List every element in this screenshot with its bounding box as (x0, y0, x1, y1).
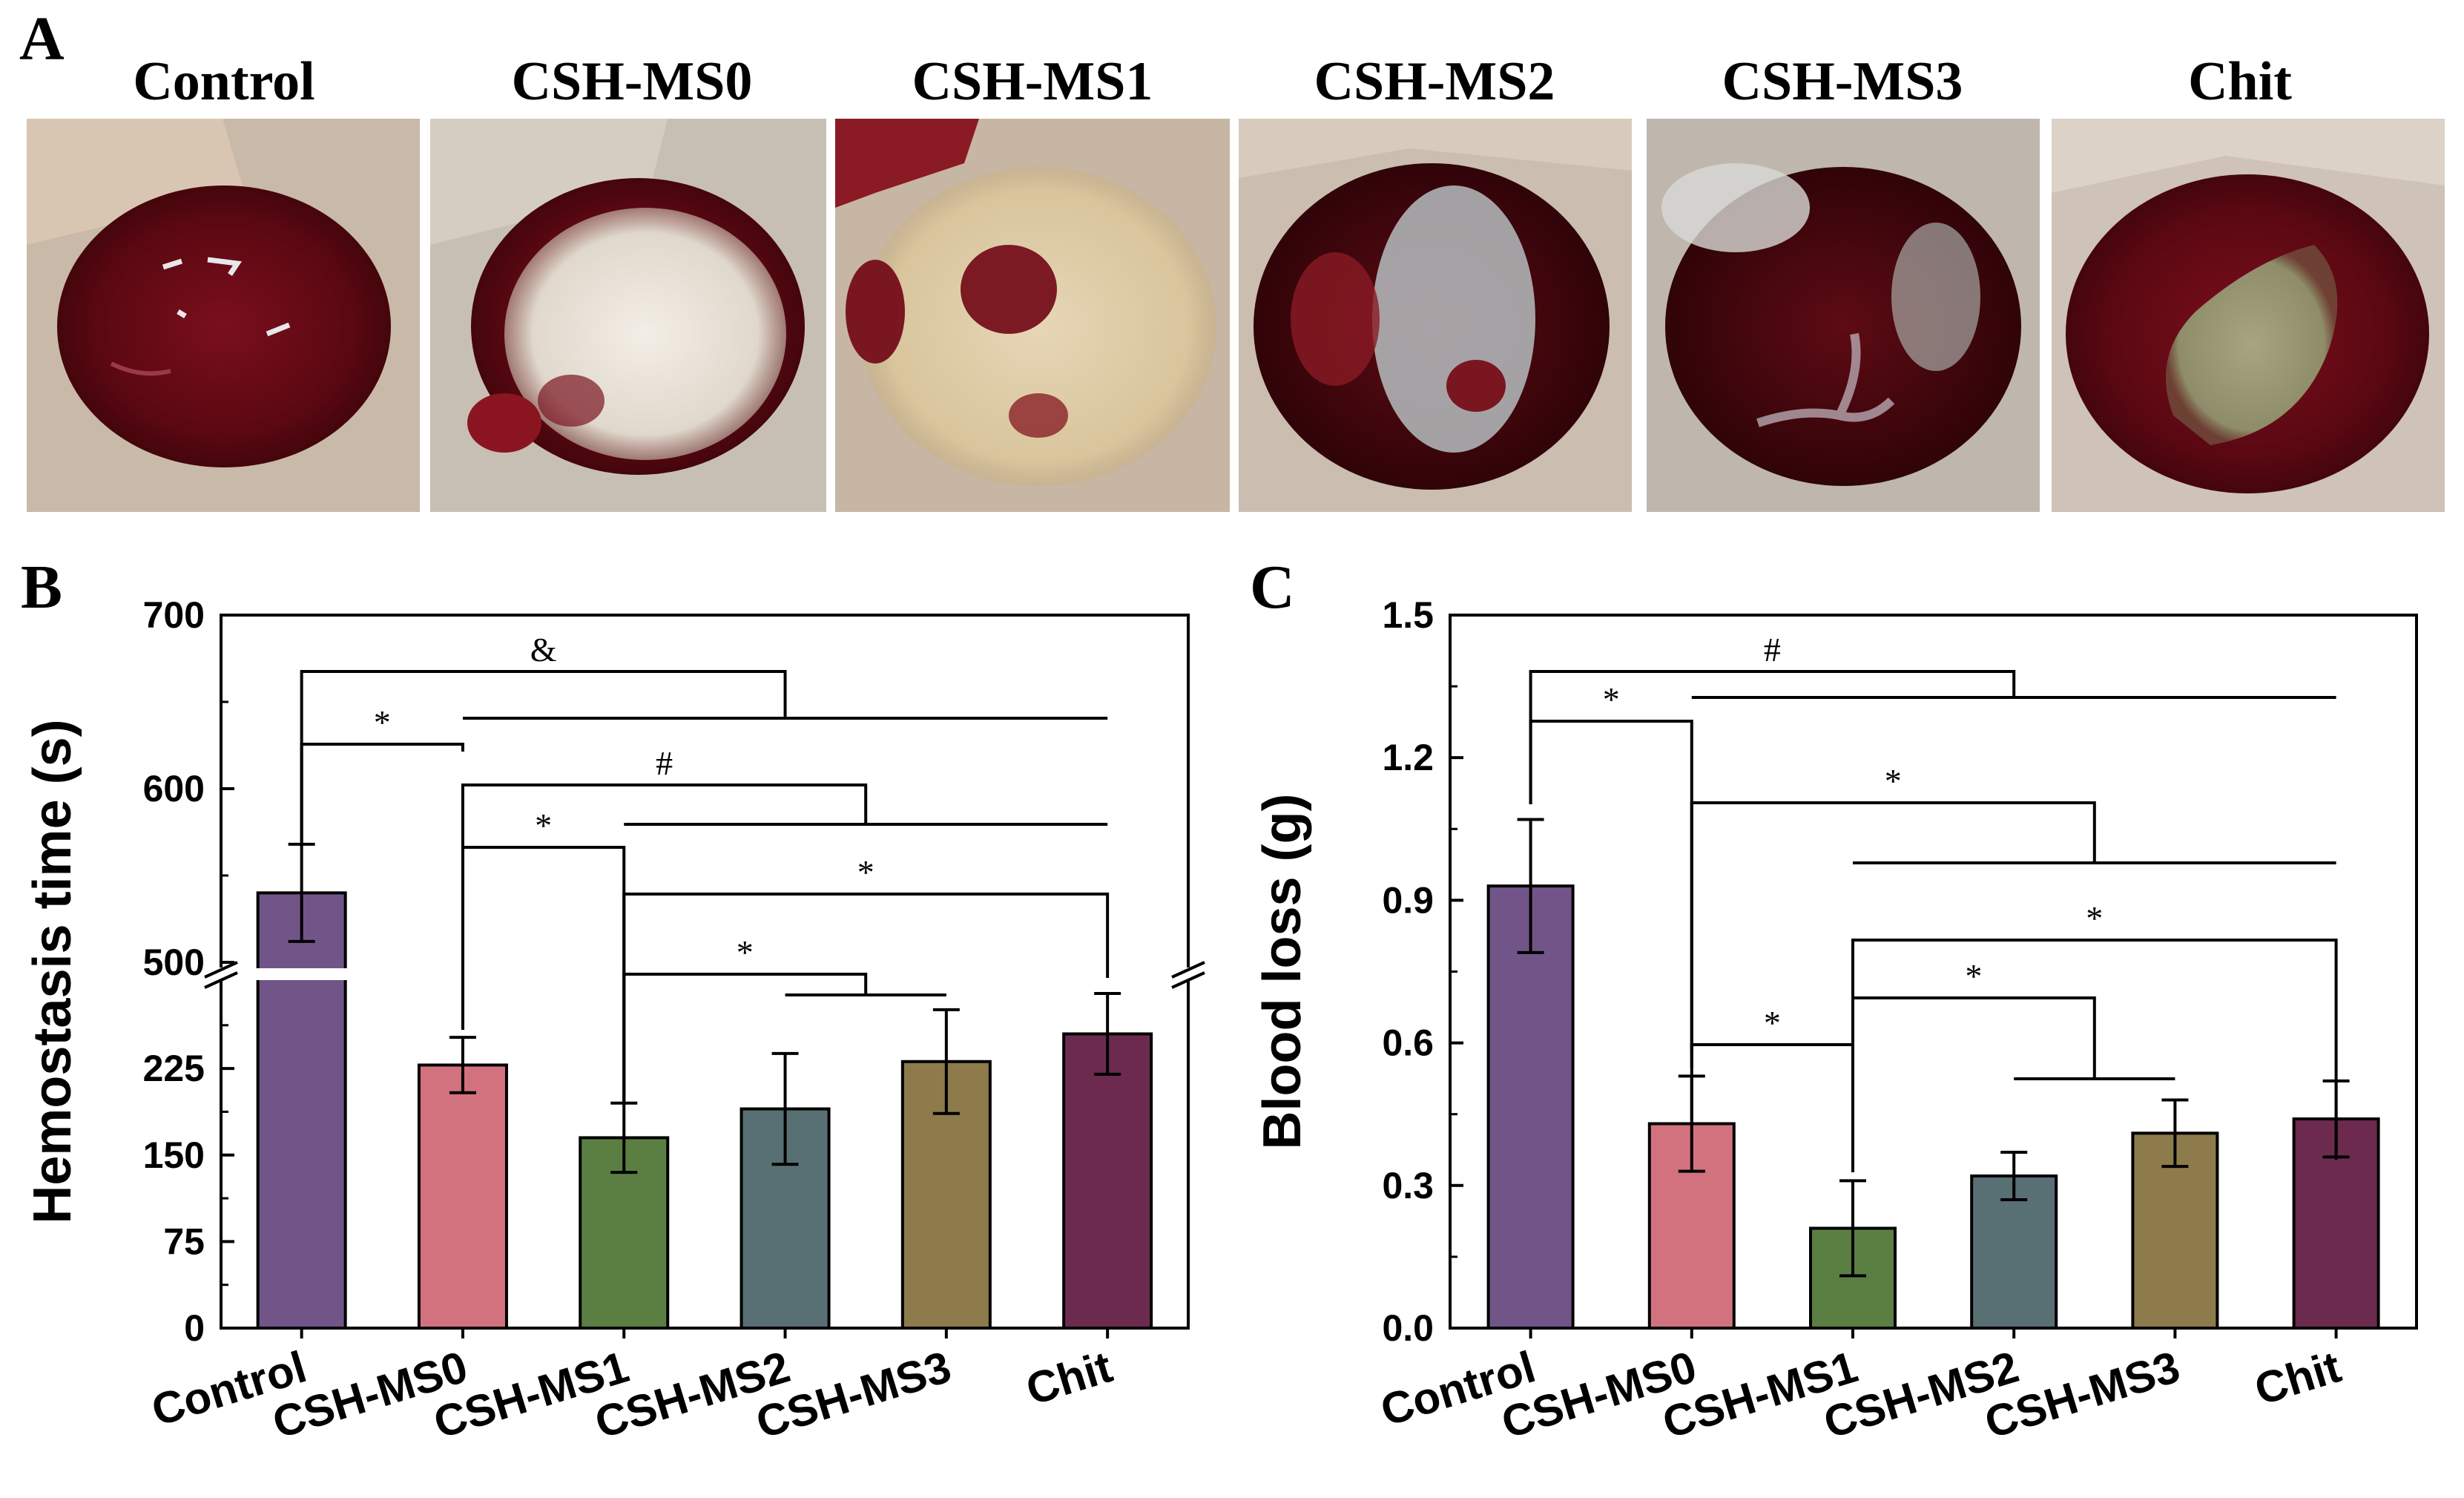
y-axis-title: Hemostasis time (s) (23, 719, 82, 1223)
y-tick-label: 1.2 (1382, 737, 1434, 778)
significance-line (1690, 1043, 1854, 1172)
photo-csh-ms0 (430, 119, 826, 512)
significance-label: * (1885, 762, 1902, 800)
significance-label: * (737, 933, 754, 971)
error-bar-chit (1094, 992, 1121, 1076)
photo-title-csh-ms3: CSH-MS3 (1722, 51, 1963, 112)
y-axis-title: Blood loss (g) (1253, 794, 1312, 1150)
error-bar-csh-ms2 (771, 1051, 799, 1166)
significance-label: * (1965, 957, 1982, 995)
bar-csh-ms2 (1970, 1174, 2058, 1330)
significance-bracket: & (300, 631, 1108, 846)
y-tick-label: 0.6 (1382, 1022, 1434, 1064)
x-tick-label-chit: Chit (2249, 1341, 2346, 1414)
bar-chit (1062, 1032, 1153, 1330)
significance-bracket: * (1690, 1004, 1854, 1172)
panel-letter-b: B (21, 553, 62, 622)
axis-break-mark-left (204, 961, 238, 989)
photo-title-csh-ms1: CSH-MS1 (912, 51, 1153, 112)
chart-hemostasis-time: B075150225500600700ControlCSH-MS0CSH-MS1… (21, 553, 1205, 1448)
photo-title-control: Control (133, 51, 314, 112)
significance-label: # (1764, 631, 1781, 668)
significance-label: * (1603, 680, 1620, 718)
error-bar-csh-ms1 (1839, 1179, 1866, 1278)
significance-bracket: * (1851, 957, 2175, 1172)
error-bar-csh-ms3 (932, 1008, 960, 1115)
significance-line (622, 893, 1110, 1104)
error-bar-csh-ms0 (449, 1036, 476, 1094)
error-bar-csh-ms3 (2161, 1098, 2189, 1169)
error-bar-csh-ms2 (2000, 1150, 2028, 1202)
panel-letter-a: A (19, 4, 65, 73)
photo-title-csh-ms2: CSH-MS2 (1314, 51, 1555, 112)
photo-title-csh-ms0: CSH-MS0 (512, 51, 753, 112)
significance-bracket: * (300, 703, 464, 846)
significance-label: # (656, 744, 673, 782)
bar-csh-ms0 (417, 1063, 508, 1330)
significance-bracket: * (622, 933, 946, 1104)
significance-line (1529, 670, 2336, 804)
y-tick-label: 0.9 (1382, 879, 1434, 921)
y-tick-label: 1.5 (1382, 594, 1434, 636)
photo-titles: Control CSH-MS0 CSH-MS1 CSH-MS2 CSH-MS3 … (133, 51, 2292, 112)
significance-line (1851, 996, 2175, 1172)
y-tick-label: 0.0 (1382, 1307, 1434, 1349)
photo-chit (2052, 119, 2445, 512)
y-tick-label: 500 (143, 942, 205, 983)
significance-label: * (374, 703, 391, 741)
y-tick-label: 600 (143, 768, 205, 809)
significance-label: * (2086, 899, 2103, 937)
significance-label: * (1764, 1004, 1781, 1042)
y-tick-label: 150 (143, 1134, 205, 1176)
significance-line (1690, 801, 2336, 1068)
significance-line (461, 784, 1108, 1030)
x-tick-label-chit: Chit (1021, 1341, 1118, 1414)
photo-csh-ms1 (835, 119, 1230, 512)
significance-line (622, 973, 946, 1104)
significance-line (300, 670, 1108, 846)
significance-bracket: # (1529, 631, 2336, 804)
y-tick-label: 0 (184, 1307, 205, 1349)
y-tick-label: 225 (143, 1048, 205, 1089)
error-bar-control (1517, 818, 1544, 954)
photo-control (27, 119, 420, 512)
significance-label: & (530, 631, 557, 668)
chart-blood-loss: C0.00.30.60.91.21.5ControlCSH-MS0CSH-MS1… (1250, 553, 2418, 1448)
photo-title-chit: Chit (2188, 51, 2292, 112)
significance-label: * (857, 853, 874, 891)
bar-control (256, 891, 347, 1330)
axis-break-gap (254, 968, 349, 980)
photo-csh-ms3 (1647, 119, 2040, 512)
y-tick-label: 700 (143, 594, 205, 636)
significance-bracket: * (1690, 762, 2336, 1068)
significance-line (300, 743, 464, 846)
photo-csh-ms2 (1239, 119, 1632, 512)
axis-break-mark-right (1171, 961, 1205, 989)
significance-bracket: * (461, 807, 626, 1106)
plot-frame (220, 614, 1190, 1330)
significance-bracket: # (461, 744, 1108, 1030)
y-tick-label: 75 (163, 1221, 205, 1262)
significance-label: * (535, 807, 552, 844)
panel-letter-c: C (1250, 553, 1295, 622)
y-tick-label: 0.3 (1382, 1165, 1434, 1206)
